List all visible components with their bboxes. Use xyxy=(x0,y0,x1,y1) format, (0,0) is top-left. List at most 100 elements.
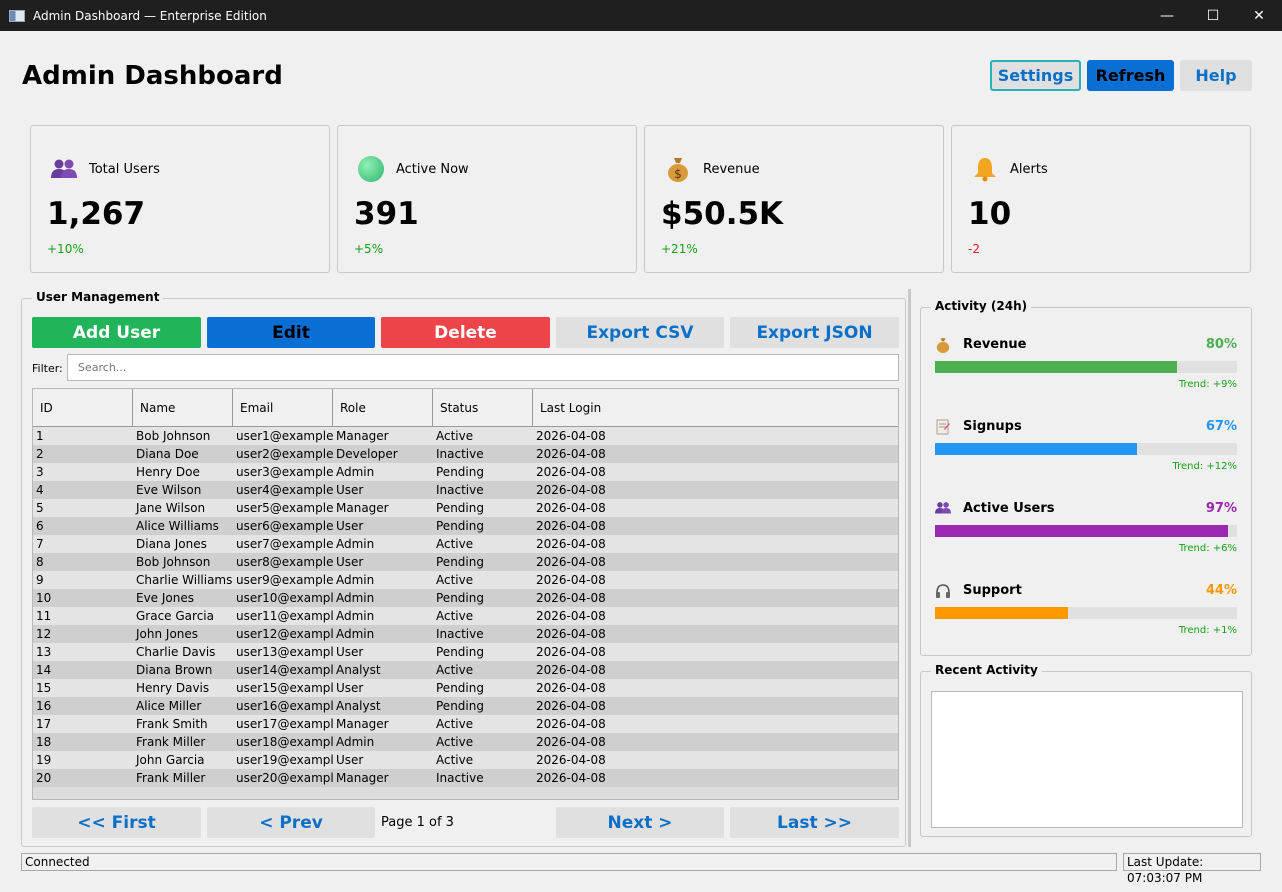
search-input[interactable] xyxy=(67,354,899,381)
stat-value: 1,267 xyxy=(47,196,146,232)
cell-name: Frank Miller xyxy=(136,771,206,785)
add-user-button[interactable]: Add User xyxy=(32,317,201,348)
stat-label: Alerts xyxy=(1010,162,1048,177)
cell-last-login: 2026-04-08 xyxy=(536,645,606,659)
settings-button[interactable]: Settings xyxy=(990,60,1081,91)
progress-fill xyxy=(935,443,1138,455)
users-table[interactable]: ID Name Email Role Status Last Login 1 Bo… xyxy=(32,388,899,800)
cell-status: Active xyxy=(436,429,474,443)
cell-status: Active xyxy=(436,663,474,677)
maximize-button[interactable]: ☐ xyxy=(1206,7,1220,24)
cell-role: User xyxy=(336,645,364,659)
table-row[interactable]: 19 John Garcia user19@exampl...User Active 2… xyxy=(33,751,898,769)
edit-button[interactable]: Edit xyxy=(207,317,375,348)
cell-email: user18@exampl... xyxy=(236,735,333,749)
column-header-email[interactable]: Email xyxy=(233,389,333,426)
recent-activity-list[interactable] xyxy=(931,691,1243,828)
prev-page-button[interactable]: < Prev xyxy=(207,807,375,838)
table-row[interactable]: 12 John Jones user12@exampl...Admin Inactiv… xyxy=(33,625,898,643)
cell-email: user19@exampl... xyxy=(236,753,333,767)
column-header-last-login[interactable]: Last Login xyxy=(540,400,602,415)
export-json-button[interactable]: Export JSON xyxy=(730,317,899,348)
last-page-button[interactable]: Last >> xyxy=(730,807,899,838)
first-page-button[interactable]: << First xyxy=(32,807,201,838)
cell-last-login: 2026-04-08 xyxy=(536,591,606,605)
headphones-icon xyxy=(935,583,955,603)
app-icon xyxy=(9,9,25,22)
cell-status: Inactive xyxy=(436,627,484,641)
panel-splitter[interactable] xyxy=(908,289,911,847)
cell-last-login: 2026-04-08 xyxy=(536,771,606,785)
cell-status: Inactive xyxy=(436,771,484,785)
table-row[interactable]: 6 Alice Williams user6@example...User Pendi… xyxy=(33,517,898,535)
minimize-button[interactable]: — xyxy=(1160,7,1174,24)
cell-role: Developer xyxy=(336,447,398,461)
delete-button[interactable]: Delete xyxy=(381,317,550,348)
cell-email: user13@exampl... xyxy=(236,645,333,659)
stat-card-total-users: Total Users 1,267 +10% xyxy=(30,125,330,273)
cell-email: user11@exampl... xyxy=(236,609,333,623)
cell-name: Bob Johnson xyxy=(136,429,211,443)
refresh-button[interactable]: Refresh xyxy=(1087,60,1174,91)
cell-role: User xyxy=(336,483,364,497)
cell-status: Active xyxy=(436,609,474,623)
cell-id: 4 xyxy=(36,483,44,497)
table-row[interactable]: 20 Frank Miller user20@exampl...Manager Ina… xyxy=(33,769,898,787)
cell-role: Admin xyxy=(336,627,375,641)
cell-role: Admin xyxy=(336,591,375,605)
table-row[interactable]: 11 Grace Garcia user11@exampl...Admin Activ… xyxy=(33,607,898,625)
table-row[interactable]: 15 Henry Davis user15@exampl...User Pending… xyxy=(33,679,898,697)
last-update-text: Last Update: 07:03:07 PM xyxy=(1123,853,1261,885)
cell-email: user8@example... xyxy=(236,555,333,569)
table-row[interactable]: 13 Charlie Davis user13@exampl...User Pendi… xyxy=(33,643,898,661)
cell-role: Admin xyxy=(336,735,375,749)
cell-id: 16 xyxy=(36,699,52,713)
stat-label: Revenue xyxy=(703,162,760,177)
close-button[interactable]: ✕ xyxy=(1253,7,1265,24)
metric-name: Signups xyxy=(963,419,1022,434)
metric-trend: Trend: +9% xyxy=(1178,379,1237,390)
cell-name: Frank Smith xyxy=(136,717,208,731)
column-header-status[interactable]: Status xyxy=(433,389,533,426)
table-row[interactable]: 5 Jane Wilson user5@example...Manager Pendi… xyxy=(33,499,898,517)
status-text: Connected xyxy=(21,853,1117,871)
cell-name: John Garcia xyxy=(136,753,205,767)
column-header-role[interactable]: Role xyxy=(333,389,433,426)
table-row[interactable]: 7 Diana Jones user7@example...Admin Active 2… xyxy=(33,535,898,553)
cell-status: Pending xyxy=(436,645,484,659)
table-row[interactable]: 14 Diana Brown user14@exampl...Analyst Acti… xyxy=(33,661,898,679)
cell-status: Active xyxy=(436,717,474,731)
cell-last-login: 2026-04-08 xyxy=(536,501,606,515)
cell-status: Pending xyxy=(436,699,484,713)
table-row[interactable]: 16 Alice Miller user16@exampl...Analyst Pen… xyxy=(33,697,898,715)
help-button[interactable]: Help xyxy=(1180,60,1252,91)
cell-role: Manager xyxy=(336,771,389,785)
cell-name: Charlie Davis xyxy=(136,645,216,659)
cell-status: Inactive xyxy=(436,483,484,497)
table-row[interactable]: 2 Diana Doe user2@example...Developer Inact… xyxy=(33,445,898,463)
cell-last-login: 2026-04-08 xyxy=(536,627,606,641)
cell-role: User xyxy=(336,519,364,533)
stat-change: +10% xyxy=(47,242,84,256)
money-bag-icon: $ xyxy=(664,155,692,183)
progress-fill xyxy=(935,361,1177,373)
export-csv-button[interactable]: Export CSV xyxy=(556,317,724,348)
cell-status: Pending xyxy=(436,465,484,479)
stat-label: Total Users xyxy=(89,162,160,177)
bell-icon xyxy=(971,155,999,183)
progress-bar xyxy=(935,525,1237,537)
table-row[interactable]: 3 Henry Doe user3@example...Admin Pending 20… xyxy=(33,463,898,481)
table-row[interactable]: 4 Eve Wilson user4@example...User Inactive 2… xyxy=(33,481,898,499)
cell-id: 15 xyxy=(36,681,52,695)
next-page-button[interactable]: Next > xyxy=(556,807,724,838)
table-row[interactable]: 8 Bob Johnson user8@example...User Pending 2… xyxy=(33,553,898,571)
table-row[interactable]: 17 Frank Smith user17@exampl...Manager Acti… xyxy=(33,715,898,733)
table-row[interactable]: 1 Bob Johnson user1@example...Manager Activ… xyxy=(33,427,898,445)
cell-id: 11 xyxy=(36,609,52,623)
column-header-name[interactable]: Name xyxy=(133,389,233,426)
column-header-id[interactable]: ID xyxy=(33,389,133,426)
table-row[interactable]: 18 Frank Miller user18@exampl...Admin Activ… xyxy=(33,733,898,751)
table-row[interactable]: 10 Eve Jones user10@exampl...Admin Pending 2… xyxy=(33,589,898,607)
stat-value: 10 xyxy=(968,196,1012,232)
